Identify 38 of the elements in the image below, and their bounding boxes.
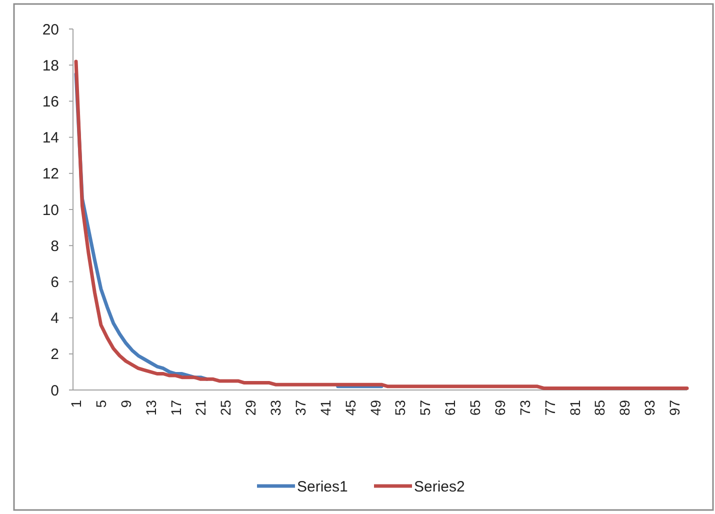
x-tick-label: 17: [168, 400, 184, 416]
y-tick-label: 2: [50, 346, 59, 364]
x-tick-label: 1: [68, 400, 84, 408]
legend-label: Series1: [297, 478, 348, 496]
x-tick-label: 33: [268, 400, 284, 416]
x-tick-label: 41: [317, 400, 334, 416]
y-tick-label: 4: [50, 310, 59, 328]
x-tick-label: 85: [592, 400, 608, 416]
y-tick-label: 18: [42, 57, 59, 74]
y-tick-label: 12: [42, 166, 59, 183]
x-tick-label: 93: [642, 400, 658, 416]
x-tick-label: 49: [367, 400, 384, 416]
x-tick-label: 97: [666, 400, 683, 416]
x-tick-label: 37: [292, 400, 308, 416]
x-tick-label: 65: [467, 400, 484, 416]
x-tick-label: 25: [218, 400, 234, 416]
y-tick-label: 16: [42, 93, 59, 110]
x-tick-label: 21: [192, 400, 209, 416]
y-tick-label: 6: [50, 274, 59, 291]
x-tick-label: 57: [417, 400, 434, 416]
x-tick-label: 73: [516, 400, 533, 416]
x-tick-label: 45: [342, 400, 358, 416]
x-tick-label: 61: [442, 400, 458, 416]
x-tick-label: 5: [92, 400, 109, 408]
y-tick-label: 8: [50, 238, 59, 255]
x-tick-label: 13: [142, 400, 159, 416]
x-tick-label: 53: [392, 400, 408, 416]
x-tick-label: 89: [616, 400, 633, 416]
x-tick-label: 81: [566, 400, 583, 416]
x-tick-label: 29: [242, 400, 259, 416]
x-tick-label: 77: [542, 400, 558, 416]
x-tick-label: 9: [118, 400, 134, 408]
y-tick-label: 0: [50, 382, 59, 400]
y-tick-label: 14: [42, 130, 59, 147]
x-tick-label: 69: [492, 400, 508, 416]
y-tick-label: 10: [42, 202, 59, 219]
y-tick-label: 20: [42, 21, 59, 38]
legend-label: Series2: [414, 478, 465, 496]
